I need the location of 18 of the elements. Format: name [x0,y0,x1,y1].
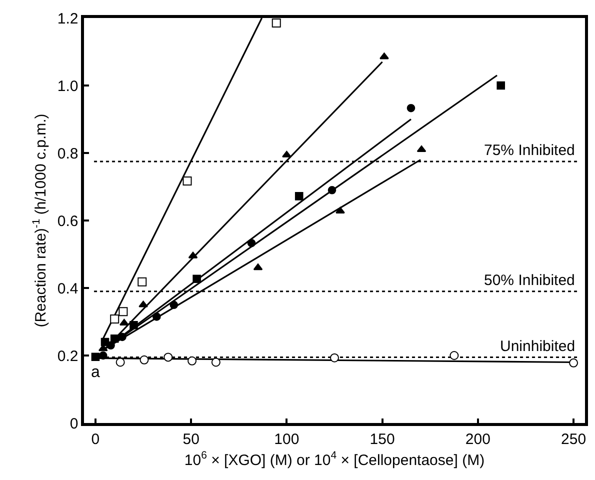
annotation: a [91,364,100,381]
y-tick-label: 0.8 [57,145,78,162]
y-tick-label: 0.2 [57,348,78,365]
y-tick-label: 1.2 [57,10,78,28]
x-tick-label: 100 [274,430,300,448]
x-tick-label: 0 [91,430,100,448]
y-tick-label: 0.6 [57,212,78,230]
x-axis-title: 10$^{6}$ × [XGO] (M) or 10$^{4}$ × [Cellopentaose] (M) [184,449,485,469]
ref-line-label: 75% Inhibited [484,142,575,159]
ref-line-label: Uninhibited [500,338,576,355]
y-tick-label: 0.4 [57,280,78,298]
x-tick-label: 50 [182,430,200,448]
x-tick-label: 200 [465,430,490,448]
ref-line-label: 50% Inhibited [484,272,575,289]
y-tick-label: 1.0 [57,78,78,95]
x-tick-label: 250 [561,430,586,448]
y-tick-label: 0 [70,415,78,432]
x-tick-label: 150 [370,430,395,448]
